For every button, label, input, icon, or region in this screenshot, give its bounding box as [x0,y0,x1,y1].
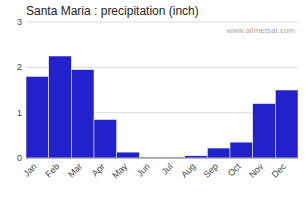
chart-svg: 0 1 2 3 Jan Feb Mar AprMay Jun Jul Aug Sep OctNovDec… [0,0,306,200]
x-tick-label: Apr [90,161,107,178]
x-tick-label: May [110,161,129,180]
x-tick-label: Oct [226,161,243,178]
bar [94,119,117,158]
bar [253,104,276,158]
y-tick-label: 2 [17,62,22,72]
x-tick-label: Sep [202,161,220,179]
bar [49,56,72,158]
x-tick-label: Mar [66,161,84,179]
grid [26,22,298,158]
bar [230,142,253,158]
watermark: www.allmetsat.com [226,26,296,35]
x-tick-label: Feb [43,161,61,179]
x-axis-line [26,158,298,159]
x-tick-label: Jun [135,161,152,178]
x-tick-label: Jan [21,161,38,178]
y-tick-label: 3 [17,17,22,27]
bar [275,90,298,158]
bar [26,76,49,158]
grid-line [26,22,298,23]
grid-line [26,158,298,159]
x-tick-label: Jul [160,161,175,176]
y-tick-label: 0 [17,153,22,163]
title: Santa Maria : precipitation (inch) [26,4,199,18]
chart-container: 0 1 2 3 Jan Feb Mar AprMay Jun Jul Aug Sep OctNovDec… [0,0,306,200]
y-tick-label: 1 [17,108,22,118]
x-tick-label: Dec [270,161,289,180]
bar [71,70,94,158]
x-tick-label: Aug [179,161,197,179]
bar [117,152,140,158]
x-tick-label: Nov [247,161,266,180]
bar [207,148,230,158]
bars [26,56,298,158]
